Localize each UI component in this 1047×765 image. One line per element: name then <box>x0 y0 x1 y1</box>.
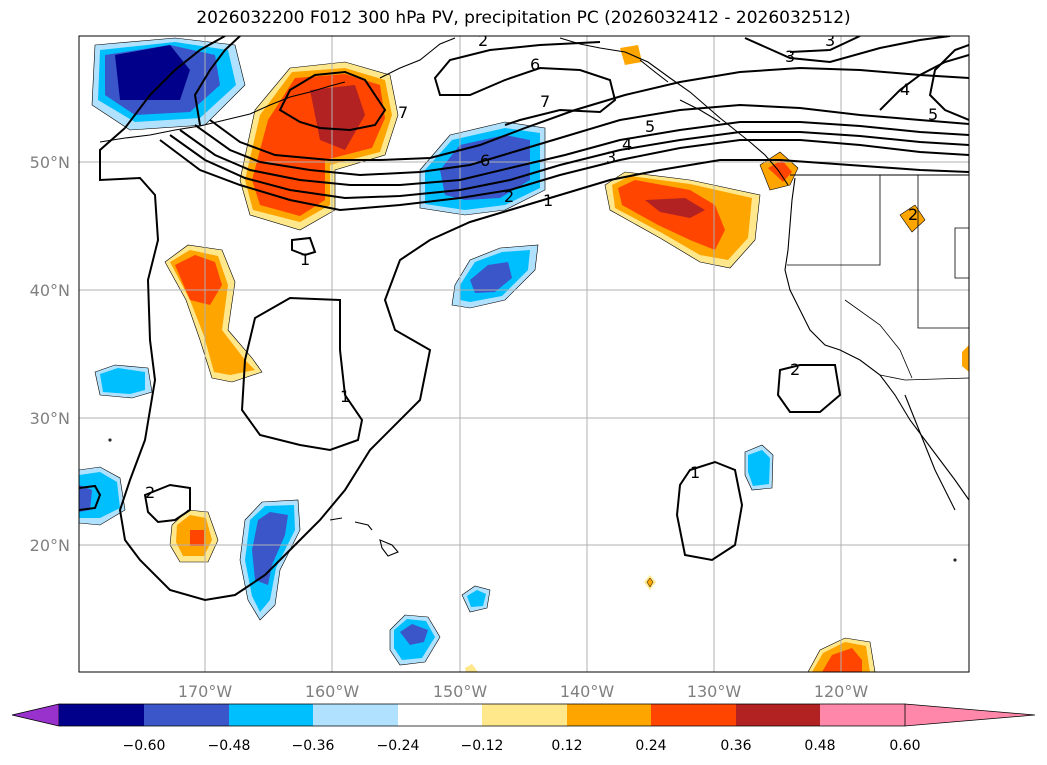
contour-label: 2 <box>790 360 800 379</box>
axis-labels: 170°W 160°W 150°W 140°W 130°W 120°W 50°N… <box>30 153 869 701</box>
colorbar-tick: 0.36 <box>720 738 751 754</box>
contour-label: 2 <box>504 187 514 206</box>
colorbar-tick: −0.60 <box>123 738 166 754</box>
contour-label: 1 <box>340 387 350 406</box>
colorbar-bin <box>736 704 820 726</box>
lon-label: 160°W <box>305 682 360 701</box>
map-frame <box>78 35 970 673</box>
colorbar-bin <box>651 704 736 726</box>
colorbar-tick: −0.36 <box>292 738 335 754</box>
colorbar-bin <box>820 704 905 726</box>
colorbar-bin <box>144 704 229 726</box>
lat-label: 50°N <box>30 153 70 172</box>
colorbar-bin <box>482 704 567 726</box>
colorbar-bin <box>398 704 482 726</box>
contour-label: 1 <box>690 463 700 482</box>
colorbar-tick: −0.48 <box>208 738 251 754</box>
contour-label: 4 <box>900 80 910 99</box>
lat-label: 40°N <box>30 281 70 300</box>
contour-label: 1 <box>300 250 310 269</box>
lat-label: 20°N <box>30 536 70 555</box>
contour-labels: 2 3 6 3 7 7 6 5 4 3 1 2 4 5 2 1 1 2 2 1 <box>145 31 938 502</box>
contour-label: 3 <box>825 31 835 50</box>
coastlines <box>99 37 969 562</box>
lon-label: 120°W <box>814 682 869 701</box>
colorbar-tick: 0.24 <box>635 738 666 754</box>
contour-label: 6 <box>530 55 540 74</box>
colorbar-tick: 0.12 <box>551 738 582 754</box>
pv-contours <box>79 36 969 602</box>
lon-label: 170°W <box>178 682 233 701</box>
colorbar-extend-max <box>904 703 1036 727</box>
colorbar-bin <box>59 704 144 726</box>
map-panel: 2 3 6 3 7 7 6 5 4 3 1 2 4 5 2 1 1 2 2 1 <box>79 31 969 672</box>
colorbar-tick: 0.60 <box>889 738 920 754</box>
contour-label: 5 <box>645 117 655 136</box>
colorbar-tick: 0.48 <box>804 738 835 754</box>
contour-label: 2 <box>145 483 155 502</box>
contour-label: 4 <box>622 135 632 154</box>
contour-label: 2 <box>908 205 918 224</box>
lon-label: 140°W <box>560 682 615 701</box>
colorbar-bin <box>313 704 398 726</box>
colorbar-extend-min <box>11 703 60 727</box>
colorbar-tick: −0.24 <box>377 738 420 754</box>
lat-label: 30°N <box>30 409 70 428</box>
colorbar-bin <box>567 704 651 726</box>
contour-label: 7 <box>540 92 550 111</box>
contour-label: 5 <box>928 105 938 124</box>
contour-label: 1 <box>543 191 553 210</box>
contour-label: 7 <box>398 103 408 122</box>
contour-label: 2 <box>478 31 488 50</box>
colorbar-bin <box>229 704 313 726</box>
contour-label: 3 <box>606 148 616 167</box>
lon-label: 130°W <box>687 682 742 701</box>
contour-label: 3 <box>785 47 795 66</box>
lon-label: 150°W <box>433 682 488 701</box>
map-title: 2026032200 F012 300 hPa PV, precipitatio… <box>196 8 851 28</box>
colorbar: −0.60 −0.48 −0.36 −0.24 −0.12 0.12 0.24 … <box>11 703 1036 754</box>
colorbar-tick: −0.12 <box>461 738 504 754</box>
precip-shading <box>79 37 969 672</box>
contour-label: 6 <box>480 151 490 170</box>
